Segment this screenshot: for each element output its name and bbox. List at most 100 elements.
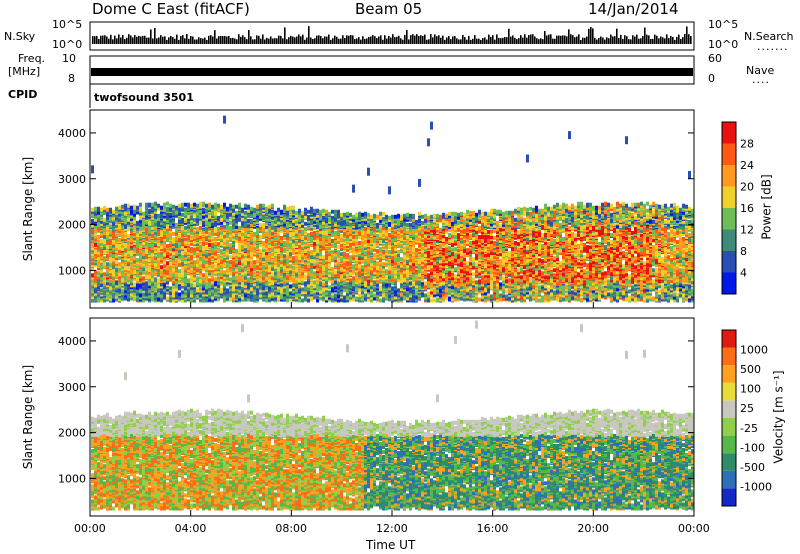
range-gate-cell [118, 288, 121, 292]
nsky-bar [180, 36, 182, 44]
nsky-bar [282, 38, 284, 44]
nsky-bar [126, 38, 128, 44]
nsky-bar [284, 27, 286, 44]
nsky-bar [350, 35, 352, 44]
nsky-bar [120, 37, 122, 44]
nsky-bar [190, 36, 192, 44]
nsky-bar [106, 37, 108, 44]
nsky-bar [316, 36, 318, 44]
nsky-bar [328, 35, 330, 44]
nsky-bar [486, 40, 488, 44]
nsky-bar [234, 39, 236, 44]
range-gate-cell [169, 286, 172, 290]
nsky-bar [244, 37, 246, 44]
nsky-bar [468, 36, 470, 44]
range-gate-cell [103, 272, 106, 276]
power-heatmap [91, 116, 694, 303]
nsky-bar [194, 39, 196, 44]
nsky-bar [482, 38, 484, 44]
nsky-bar [400, 38, 402, 44]
range-gate-cell [166, 261, 169, 265]
range-gate-cell [130, 266, 133, 270]
nsky-bar [124, 39, 126, 44]
nsky-bar [620, 35, 622, 44]
nsky-bar [304, 40, 306, 44]
range-gate-cell [148, 248, 151, 252]
nsky-bar [354, 39, 356, 44]
nsky-bar [490, 37, 492, 44]
nsky-bar [438, 35, 440, 44]
nsky-bar [414, 36, 416, 44]
nsky-bar [252, 39, 254, 44]
nsky-bar [146, 38, 148, 44]
nsky-bar [668, 38, 670, 44]
nsky-bar [380, 35, 382, 44]
nsky-bar [322, 38, 324, 44]
nsky-bar [442, 36, 444, 44]
nsky-bar [556, 36, 558, 44]
range-gate-cell [115, 260, 118, 264]
range-gate-cell [124, 244, 127, 248]
range-gate-cell [133, 270, 136, 274]
nsky-bar [574, 37, 576, 44]
nsky-bar [484, 37, 486, 44]
range-gate-cell [127, 245, 130, 249]
nsky-bar [658, 38, 660, 44]
nsky-bar [112, 39, 114, 44]
range-gate-cell [94, 207, 97, 211]
nsky-bar [184, 38, 186, 44]
nsky-bar [514, 38, 516, 44]
range-gate-cell [112, 269, 115, 273]
nsky-bar [310, 38, 312, 44]
nsky-bar [560, 36, 562, 44]
nsky-bar [630, 39, 632, 44]
nsky-bar [152, 38, 154, 44]
range-gate-cell [97, 227, 100, 231]
range-gate-cell [166, 202, 169, 206]
nsky-bar [568, 29, 570, 44]
range-gate-cell [142, 292, 145, 296]
nsky-bar [612, 36, 614, 44]
nsky-bar [456, 38, 458, 44]
range-gate-cell [145, 211, 148, 215]
nsky-bar [676, 37, 678, 44]
range-gate-cell [133, 205, 136, 209]
nsky-bar [204, 38, 206, 44]
nsky-bar [148, 37, 150, 44]
range-gate-cell [91, 244, 94, 248]
nsky-bar [488, 35, 490, 44]
nsky-bar [670, 36, 672, 44]
range-gate-cell [145, 237, 148, 241]
nsky-bar [636, 35, 638, 44]
range-gate-cell [160, 265, 163, 269]
nsky-bar [544, 31, 546, 44]
nsky-bar [164, 36, 166, 44]
nsky-bar [424, 35, 426, 44]
nsky-bar [158, 37, 160, 44]
nsky-bar [426, 40, 428, 44]
range-gate-cell [103, 218, 106, 222]
nsky-bar [222, 36, 224, 44]
range-gate-cell [160, 290, 163, 294]
range-gate-cell [112, 262, 115, 266]
range-gate-cell [100, 288, 103, 292]
range-gate-cell [94, 243, 97, 247]
nsky-bar [494, 40, 496, 44]
nsky-bar [642, 36, 644, 44]
nsky-bar [388, 36, 390, 44]
nsky-bar [606, 37, 608, 44]
nsky-bar [624, 35, 626, 44]
nsky-bar [458, 39, 460, 44]
nsky-bar [182, 35, 184, 44]
range-gate-cell [97, 271, 100, 275]
nsky-bar [644, 28, 646, 44]
nsky-bar [420, 35, 422, 44]
range-gate-cell [91, 219, 94, 223]
range-gate-cell [136, 277, 139, 281]
range-gate-cell [139, 289, 142, 293]
nsky-bar [168, 37, 170, 44]
nsky-bar [584, 38, 586, 44]
nsky-bar [470, 40, 472, 44]
nsky-bar [550, 34, 552, 44]
nsky-bar [500, 38, 502, 44]
